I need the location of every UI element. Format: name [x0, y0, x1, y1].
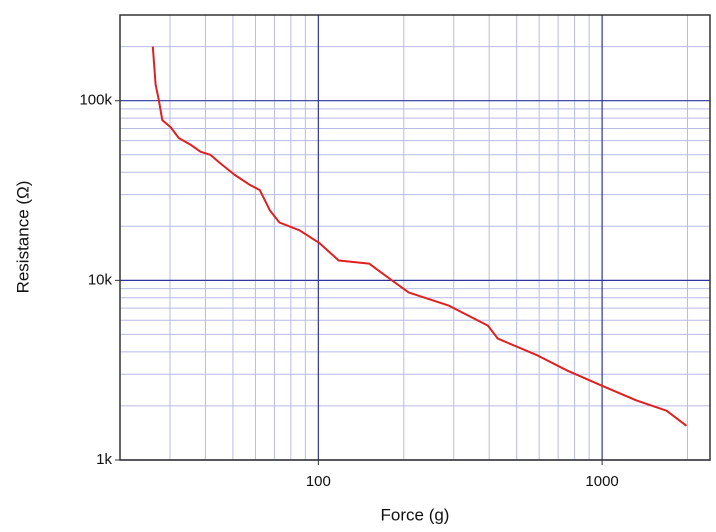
y-axis-title: Resistance (Ω)	[13, 181, 32, 294]
y-tick-label: 100k	[79, 92, 112, 109]
data-line	[151, 46, 688, 427]
plot-frame	[119, 14, 711, 461]
y-tick-label: 1k	[96, 451, 112, 468]
x-tick-label: 1000	[585, 473, 618, 490]
y-tick-label: 10k	[88, 271, 113, 288]
x-axis-title: Force (g)	[381, 505, 450, 524]
x-tick-label: 100	[306, 473, 331, 490]
